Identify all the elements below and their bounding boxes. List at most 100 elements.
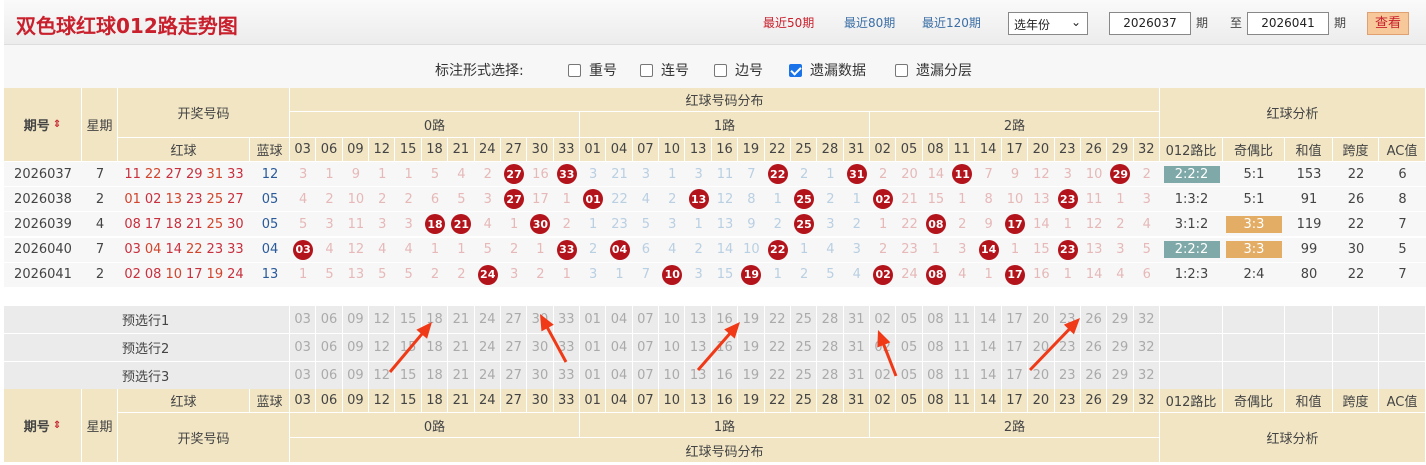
recent-80-link[interactable]: 最近80期: [844, 16, 896, 30]
option-2[interactable]: 边号: [714, 60, 763, 80]
year-select[interactable]: 选年份 ⌄: [1008, 12, 1088, 35]
preselect-number[interactable]: 07: [632, 334, 660, 361]
from-period-input[interactable]: 2026037: [1109, 12, 1191, 35]
preselect-number[interactable]: 11: [949, 306, 976, 333]
checkbox[interactable]: [568, 63, 581, 77]
preselect-number[interactable]: 17: [1001, 306, 1029, 333]
preselect-number[interactable]: 31: [843, 334, 870, 361]
preselect-number[interactable]: 08: [922, 362, 950, 389]
option-0[interactable]: 重号: [568, 60, 617, 80]
preselect-number[interactable]: 09: [342, 306, 370, 333]
preselect-number[interactable]: 02: [870, 306, 897, 333]
preselect-number[interactable]: 25: [790, 362, 818, 389]
preselect-number[interactable]: 22: [764, 362, 791, 389]
preselect-number[interactable]: 10: [659, 334, 686, 361]
preselect-number[interactable]: 27: [500, 362, 528, 389]
preselect-number[interactable]: 21: [448, 362, 475, 389]
preselect-number[interactable]: 16: [711, 306, 739, 333]
preselect-number[interactable]: 14: [975, 362, 1002, 389]
preselect-number[interactable]: 13: [685, 362, 712, 389]
preselect-number[interactable]: 01: [580, 362, 607, 389]
preselect-number[interactable]: 31: [843, 306, 870, 333]
preselect-number[interactable]: 15: [395, 362, 422, 389]
preselect-number[interactable]: 30: [527, 334, 554, 361]
preselect-number[interactable]: 04: [606, 306, 633, 333]
preselect-number[interactable]: 12: [369, 306, 396, 333]
sort-icon[interactable]: ⇕: [52, 420, 62, 431]
preselect-number[interactable]: 30: [527, 306, 554, 333]
preselect-number[interactable]: 04: [606, 334, 633, 361]
sort-icon[interactable]: ⇕: [52, 119, 62, 130]
preselect-number[interactable]: 01: [580, 334, 607, 361]
preselect-number[interactable]: 04: [606, 362, 633, 389]
preselect-number[interactable]: 06: [316, 306, 343, 333]
option-4[interactable]: 遗漏分层: [895, 60, 972, 80]
preselect-number[interactable]: 06: [316, 334, 343, 361]
preselect-number[interactable]: 01: [580, 306, 607, 333]
preselect-number[interactable]: 26: [1080, 362, 1108, 389]
period-header[interactable]: 期号 ⇕: [4, 88, 82, 162]
preselect-number[interactable]: 12: [369, 362, 396, 389]
preselect-number[interactable]: 21: [448, 306, 475, 333]
preselect-number[interactable]: 29: [1107, 334, 1134, 361]
preselect-number[interactable]: 09: [342, 334, 370, 361]
preselect-number[interactable]: 18: [421, 362, 449, 389]
preselect-number[interactable]: 03: [290, 362, 317, 389]
preselect-number[interactable]: 29: [1107, 306, 1134, 333]
preselect-number[interactable]: 10: [659, 362, 686, 389]
option-3[interactable]: 遗漏数据: [789, 60, 866, 80]
preselect-number[interactable]: 07: [632, 362, 660, 389]
preselect-number[interactable]: 05: [896, 362, 923, 389]
preselect-number[interactable]: 14: [975, 306, 1002, 333]
checkbox[interactable]: [714, 63, 727, 77]
preselect-number[interactable]: 29: [1107, 362, 1134, 389]
to-period-input[interactable]: 2026041: [1247, 12, 1329, 35]
preselect-number[interactable]: 03: [290, 334, 317, 361]
preselect-number[interactable]: 24: [474, 362, 501, 389]
preselect-number[interactable]: 22: [764, 306, 791, 333]
preselect-number[interactable]: 06: [316, 362, 343, 389]
preselect-number[interactable]: 28: [817, 362, 844, 389]
preselect-number[interactable]: 27: [500, 306, 528, 333]
preselect-number[interactable]: 19: [738, 306, 765, 333]
preselect-number[interactable]: 25: [790, 334, 818, 361]
preselect-number[interactable]: 28: [817, 306, 844, 333]
preselect-number[interactable]: 10: [659, 306, 686, 333]
preselect-number[interactable]: 19: [738, 334, 765, 361]
preselect-number[interactable]: 23: [1054, 362, 1081, 389]
preselect-number[interactable]: 30: [527, 362, 554, 389]
preselect-number[interactable]: 11: [949, 334, 976, 361]
preselect-number[interactable]: 26: [1080, 334, 1108, 361]
preselect-number[interactable]: 17: [1001, 362, 1029, 389]
preselect-number[interactable]: 33: [553, 334, 580, 361]
preselect-number[interactable]: 26: [1080, 306, 1108, 333]
preselect-number[interactable]: 13: [685, 334, 712, 361]
footer-period-header[interactable]: 期号 ⇕: [4, 389, 82, 463]
preselect-number[interactable]: 27: [500, 334, 528, 361]
checkbox[interactable]: [789, 63, 802, 77]
preselect-number[interactable]: 33: [553, 306, 580, 333]
preselect-number[interactable]: 33: [553, 362, 580, 389]
preselect-number[interactable]: 23: [1054, 334, 1081, 361]
preselect-number[interactable]: 31: [843, 362, 870, 389]
preselect-number[interactable]: 17: [1001, 334, 1029, 361]
preselect-number[interactable]: 24: [474, 334, 501, 361]
preselect-number[interactable]: 05: [896, 334, 923, 361]
preselect-number[interactable]: 12: [369, 334, 396, 361]
preselect-number[interactable]: 03: [290, 306, 317, 333]
preselect-number[interactable]: 32: [1133, 334, 1160, 361]
preselect-number[interactable]: 09: [342, 362, 370, 389]
preselect-number[interactable]: 32: [1133, 362, 1160, 389]
preselect-number[interactable]: 21: [448, 334, 475, 361]
preselect-number[interactable]: 08: [922, 334, 950, 361]
preselect-number[interactable]: 18: [421, 334, 449, 361]
recent-120-link[interactable]: 最近120期: [922, 16, 981, 30]
preselect-number[interactable]: 20: [1028, 306, 1055, 333]
preselect-number[interactable]: 32: [1133, 306, 1160, 333]
preselect-number[interactable]: 28: [817, 334, 844, 361]
preselect-number[interactable]: 11: [949, 362, 976, 389]
preselect-number[interactable]: 15: [395, 306, 422, 333]
recent-50-link[interactable]: 最近50期: [763, 16, 815, 30]
option-1[interactable]: 连号: [640, 60, 689, 80]
preselect-number[interactable]: 16: [711, 362, 739, 389]
